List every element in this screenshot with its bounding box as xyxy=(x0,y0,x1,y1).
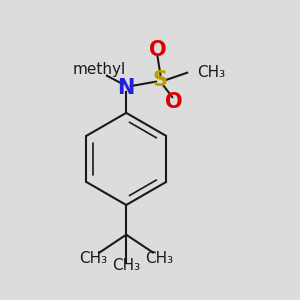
Text: CH₃: CH₃ xyxy=(112,258,140,273)
Text: methyl: methyl xyxy=(73,62,126,77)
Text: CH₃: CH₃ xyxy=(80,251,108,266)
Text: O: O xyxy=(148,40,166,60)
Text: CH₃: CH₃ xyxy=(198,65,226,80)
Text: CH₃: CH₃ xyxy=(145,251,173,266)
Text: S: S xyxy=(153,70,168,90)
Text: O: O xyxy=(165,92,183,112)
Text: N: N xyxy=(118,78,135,98)
